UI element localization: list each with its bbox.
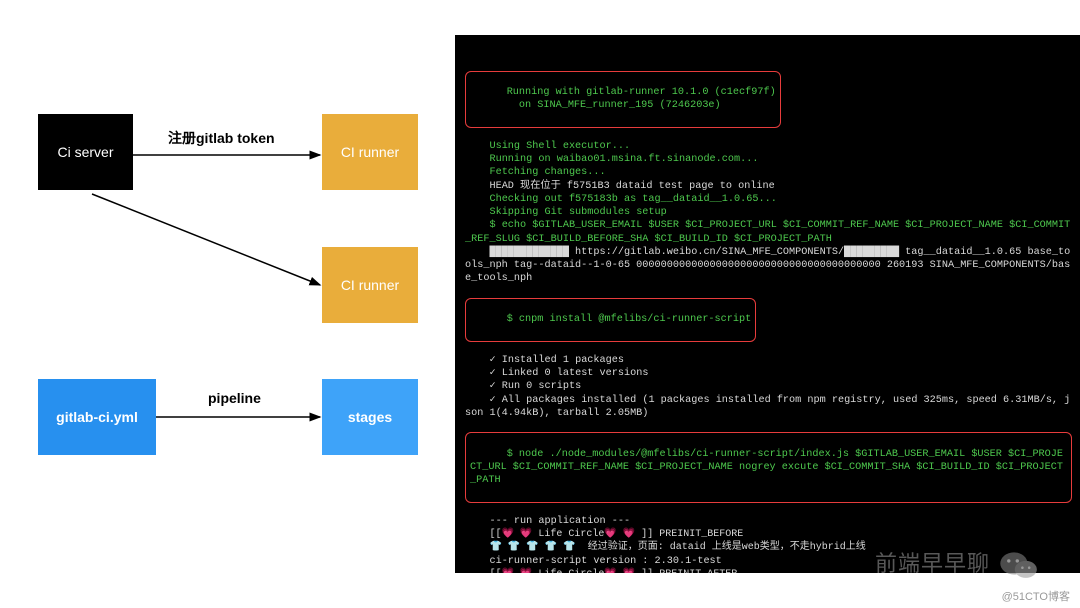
label-register-token: 注册gitlab token: [168, 128, 275, 148]
term-line: Using Shell executor...: [489, 141, 630, 152]
diagram-area: 注册gitlab token pipeline Ci server CI run…: [0, 0, 455, 608]
highlight-node-run: $ node ./node_modules/@mfelibs/ci-runner…: [465, 432, 1072, 502]
highlight-cnpm-install: $ cnpm install @mfelibs/ci-runner-script: [465, 298, 756, 342]
term-line: ✓ Linked 0 latest versions: [489, 368, 648, 379]
footer-blog-credit: @51CTO博客: [1002, 588, 1070, 604]
box-yml-label: gitlab-ci.yml: [56, 409, 138, 425]
term-line: Running with gitlab-runner 10.1.0 (c1ecf…: [507, 87, 776, 98]
wechat-icon: [998, 549, 1040, 583]
box-stages-label: stages: [348, 409, 392, 425]
label-pipeline: pipeline: [208, 390, 261, 406]
term-line: on SINA_MFE_runner_195 (7246203e): [507, 100, 721, 111]
box-ci-server: Ci server: [38, 114, 133, 190]
term-line: HEAD 现在位于 f5751B3 dataid test page to on…: [489, 181, 774, 192]
term-line: [[💗 💗 Life Circle💗 💗 ]] PREINIT_AFTER: [489, 569, 737, 573]
term-line: --- run application ---: [489, 516, 630, 527]
term-line: [[💗 💗 Life Circle💗 💗 ]] PREINIT_BEFORE: [489, 529, 743, 540]
term-line: $ cnpm install @mfelibs/ci-runner-script: [507, 314, 752, 325]
term-line: $ echo $GITLAB_USER_EMAIL $USER $CI_PROJ…: [465, 220, 1070, 244]
term-line: Skipping Git submodules setup: [489, 207, 666, 218]
box-stages: stages: [322, 379, 418, 455]
term-line: 👕 👕 👕 👕 👕 经过验证，页面: dataid 上线是web类型，不走hyb…: [489, 542, 865, 553]
term-line: ✓ All packages installed (1 packages ins…: [465, 395, 1070, 419]
term-line: Fetching changes...: [489, 167, 605, 178]
term-line: ✓ Installed 1 packages: [489, 355, 624, 366]
terminal-output: Running with gitlab-runner 10.1.0 (c1ecf…: [455, 35, 1080, 573]
term-line: ✓ Run 0 scripts: [489, 381, 581, 392]
term-line: Checking out f575183b as tag__dataid__1.…: [489, 194, 776, 205]
watermark-text: 前端早早聊: [875, 546, 990, 578]
highlight-runner-header: Running with gitlab-runner 10.1.0 (c1ecf…: [465, 71, 781, 128]
term-line: $ node ./node_modules/@mfelibs/ci-runner…: [470, 449, 1063, 487]
box-ci-server-label: Ci server: [57, 144, 113, 160]
term-line: ci-runner-script version : 2.30.1-test: [489, 556, 721, 567]
slide-root: 注册gitlab token pipeline Ci server CI run…: [0, 0, 1080, 608]
box-ci-runner-2: CI runner: [322, 247, 418, 323]
box-ci-runner-2-label: CI runner: [341, 277, 399, 293]
term-line: █████████████ https://gitlab.weibo.cn/SI…: [465, 247, 1070, 285]
box-ci-runner-1: CI runner: [322, 114, 418, 190]
box-ci-runner-1-label: CI runner: [341, 144, 399, 160]
box-gitlab-ci-yml: gitlab-ci.yml: [38, 379, 156, 455]
term-line: Running on waibao01.msina.ft.sinanode.co…: [489, 154, 758, 165]
